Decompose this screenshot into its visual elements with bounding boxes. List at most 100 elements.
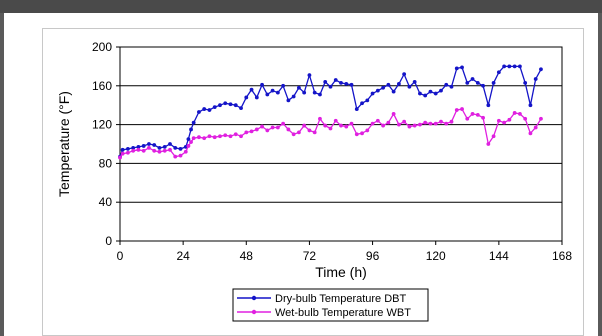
data-point-dbt [260,82,264,87]
data-point-dbt [433,91,438,96]
data-point-dbt [168,142,172,146]
data-point-dbt [528,103,533,108]
data-point-dbt [178,146,183,151]
y-tick-label: 160 [92,79,112,93]
window-top-bar [0,0,602,13]
data-point-dbt [439,88,443,93]
data-point-dbt [396,81,401,86]
y-tick-label: 40 [99,195,113,209]
data-point-dbt [375,88,380,93]
chart-panel: 0 40 80 120 160 200 0 24 48 72 96 120 144 168 Time (… [42,28,584,336]
data-point-wbt [318,116,322,121]
data-point-wbt [523,116,528,121]
x-tick-label: 72 [303,249,317,263]
data-point-dbt [191,120,196,125]
data-point-dbt [370,91,375,96]
data-point-wbt [302,123,307,128]
data-point-wbt [460,107,464,111]
data-point-dbt [465,80,470,85]
data-point-dbt [291,94,296,99]
data-point-wbt [407,124,412,129]
y-tick-label: 200 [92,40,112,54]
data-point-dbt [302,90,307,95]
data-point-wbt [152,148,157,153]
figure-frame: 0 40 80 120 160 200 0 24 48 72 96 120 144 168 Time (… [0,13,602,336]
data-point-wbt [328,126,333,131]
data-point-wbt [265,128,270,133]
data-point-wbt [444,121,449,126]
data-point-dbt [318,92,322,97]
data-point-dbt [244,95,249,100]
data-point-wbt [370,121,375,126]
data-point-wbt [491,134,496,139]
data-point-dbt [157,145,162,150]
data-point-wbt [168,147,172,152]
data-point-dbt [533,77,538,81]
data-point-wbt [202,136,207,141]
data-point-wbt [339,123,343,128]
data-point-dbt [454,66,459,71]
data-point-wbt [512,111,517,115]
data-point-dbt [491,80,496,85]
data-point-wbt [539,116,543,121]
data-point-wbt [131,148,136,153]
data-point-dbt [152,143,157,147]
data-point-wbt [449,119,454,124]
data-point-dbt [486,103,491,108]
data-point-wbt [147,145,151,150]
data-point-dbt [518,64,522,69]
data-point-wbt [333,118,338,123]
x-axis-title: Time (h) [315,264,367,280]
data-point-wbt [281,121,286,126]
data-point-dbt [391,89,396,94]
data-point-wbt [528,131,533,136]
data-point-dbt [449,84,454,89]
data-point-wbt [433,121,438,126]
y-tick-label: 80 [99,156,113,170]
data-point-wbt [183,149,188,154]
data-point-dbt [460,65,464,70]
data-point-dbt [162,145,167,149]
data-point-dbt [173,145,178,150]
data-point-wbt [118,155,122,160]
data-point-wbt [178,153,183,158]
x-tick-label: 48 [240,249,254,263]
data-point-dbt [147,142,151,146]
data-point-dbt [412,80,417,84]
data-point-wbt [344,124,349,129]
x-tick-label: 120 [426,249,446,263]
data-point-dbt [512,64,517,69]
legend-label-dbt: Dry-bulb Temperature DBT [275,293,407,305]
x-tick-label: 0 [117,249,124,263]
x-tick-label: 96 [366,249,380,263]
data-point-wbt [197,135,201,140]
data-point-wbt [323,123,328,128]
data-point-dbt [125,146,130,151]
data-point-wbt [275,125,280,130]
x-tick-labels: 0 24 48 72 96 120 144 168 [117,241,572,263]
legend-label-wbt: Wet-bulb Temperature WBT [275,307,411,319]
data-point-wbt [270,125,275,130]
data-point-dbt [141,144,146,148]
data-point-dbt [239,106,243,111]
data-point-dbt [275,90,280,95]
data-point-dbt [339,80,343,85]
data-point-dbt [475,80,480,85]
data-point-dbt [428,89,433,94]
data-point-wbt [312,130,317,135]
data-point-dbt [333,78,338,82]
data-point-dbt [507,64,512,69]
data-point-dbt [212,105,217,110]
data-point-wbt [191,136,196,141]
data-point-dbt [418,91,422,96]
data-point-wbt [233,132,238,137]
data-point-wbt [162,148,167,153]
data-point-wbt [428,121,433,126]
legend-box [232,288,429,322]
data-point-wbt [396,122,401,127]
chart-svg: 0 40 80 120 160 200 0 24 48 72 96 120 144 168 Time (… [56,40,572,322]
data-point-dbt [386,82,391,87]
data-point-wbt [470,112,475,116]
data-point-wbt [465,116,470,121]
data-point-dbt [444,82,449,87]
